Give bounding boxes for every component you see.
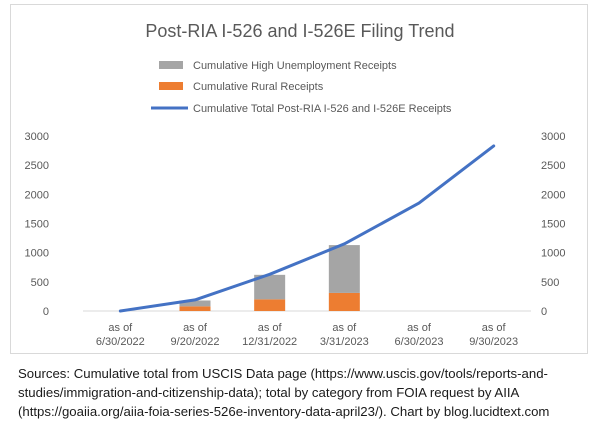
bar-rural-2 — [254, 299, 286, 311]
sources-note: Sources: Cumulative total from USCIS Dat… — [18, 366, 550, 419]
y-left-tick-label: 1000 — [25, 248, 49, 260]
legend-label-0: Cumulative High Unemployment Receipts — [193, 60, 397, 72]
x-tick-label: as of 6/30/2022 — [96, 322, 145, 348]
y-left-tick-label: 3000 — [25, 131, 49, 143]
y-left-tick-label: 500 — [31, 277, 49, 289]
y-left-tick-label: 2500 — [25, 160, 49, 172]
legend: Cumulative High Unemployment Receipts Cum… — [151, 60, 452, 115]
series-line-cumulative-total — [118, 144, 496, 313]
x-tick-label: as of 6/30/2023 — [395, 322, 444, 348]
y-axis-right: 0 500 1000 1500 2000 2500 3000 — [541, 131, 565, 318]
bar-rural-1 — [179, 306, 211, 311]
y-right-tick-label: 0 — [541, 306, 547, 318]
chart-canvas: Post-RIA I-526 and I-526E Filing Trend C… — [25, 21, 566, 348]
y-right-tick-label: 2000 — [541, 189, 565, 201]
x-tick-label: as of 9/20/2022 — [171, 322, 220, 348]
bar-high-unemployment-3 — [328, 245, 360, 293]
bar-high-unemployment-1 — [179, 300, 211, 307]
y-left-tick-label: 1500 — [25, 219, 49, 231]
y-left-tick-label: 2000 — [25, 189, 49, 201]
bars — [179, 245, 360, 311]
bar-rural-3 — [328, 292, 360, 311]
y-axis-left: 0 500 1000 1500 2000 2500 3000 — [25, 131, 49, 318]
y-right-tick-label: 1000 — [541, 248, 565, 260]
legend-swatch-0 — [159, 61, 183, 69]
legend-label-1: Cumulative Rural Receipts — [193, 81, 324, 93]
x-tick-label: as of 12/31/2022 — [242, 322, 297, 348]
legend-swatch-1 — [159, 82, 183, 90]
x-tick-label: as of 9/30/2023 — [469, 322, 518, 348]
chart-frame: Post-RIA I-526 and I-526E Filing Trend C… — [10, 4, 588, 354]
y-right-tick-label: 3000 — [541, 131, 565, 143]
x-axis: as of 6/30/2022 as of 9/20/2022 as of 12/31/2… — [96, 322, 518, 348]
y-right-tick-label: 1500 — [541, 219, 565, 231]
legend-label-2: Cumulative Total Post-RIA I-526 and I-52… — [193, 103, 452, 115]
y-left-tick-label: 0 — [43, 306, 49, 318]
y-right-tick-label: 2500 — [541, 160, 565, 172]
y-right-tick-label: 500 — [541, 277, 559, 289]
x-tick-label: as of 3/31/2023 — [320, 322, 369, 348]
chart-title: Post-RIA I-526 and I-526E Filing Trend — [145, 21, 454, 41]
